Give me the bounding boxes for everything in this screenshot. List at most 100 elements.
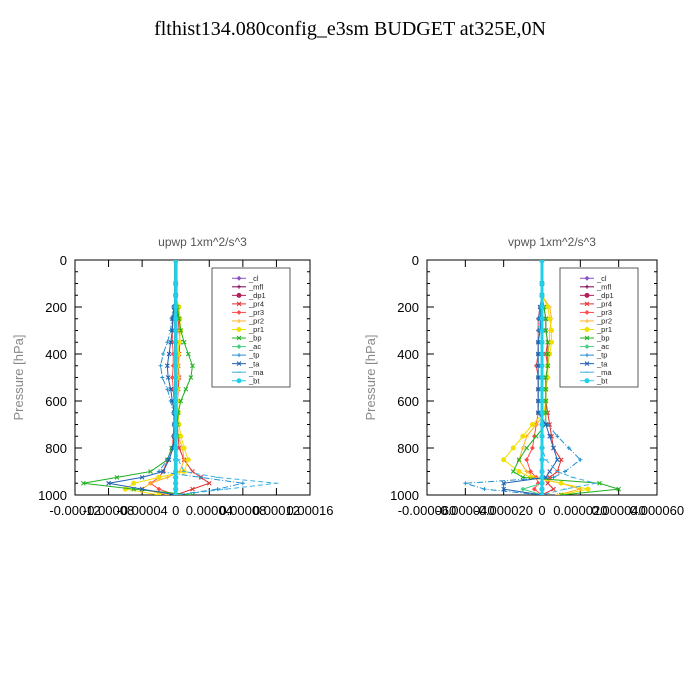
legend-marker xyxy=(584,327,590,332)
series-point-tp xyxy=(158,363,163,368)
y-axis-label: Pressure [hPa] xyxy=(363,335,378,421)
series-point-tp xyxy=(165,340,170,345)
series-point-bt xyxy=(539,351,545,357)
series-point-bp xyxy=(181,339,187,345)
chart-panel-1: upwp 1xm^2/s^3 Pressure [hPa] 0 200 400 600 80… xyxy=(11,235,334,518)
series-line-ta xyxy=(503,260,558,495)
series-point-bt xyxy=(539,480,545,486)
series-point-pr3 xyxy=(531,486,537,492)
legend-marker xyxy=(236,309,242,315)
series-point-pr2 xyxy=(524,434,529,439)
series-point-bt xyxy=(173,398,179,404)
y-tick-label: 1000 xyxy=(390,488,419,503)
series-point-pr4 xyxy=(190,486,195,492)
x-tick-label: -0.00008 xyxy=(83,503,134,518)
series-point-bp xyxy=(114,475,120,480)
series-point-ta xyxy=(106,480,111,486)
series-point-bt xyxy=(173,281,179,286)
legend-box xyxy=(211,267,291,388)
series-point-bp xyxy=(597,480,602,486)
series-point-pr1 xyxy=(549,328,555,333)
series-point-pr4 xyxy=(551,486,556,492)
series-point-bt xyxy=(539,363,545,369)
legend-marker xyxy=(236,292,242,298)
legend-label: _pr4 xyxy=(596,299,612,308)
series-point-bt xyxy=(173,492,179,495)
series-point-bp xyxy=(190,363,195,369)
legend-label: _ta xyxy=(248,359,260,368)
series-point-bt xyxy=(173,316,179,322)
x-tick-label: 0.00012 xyxy=(253,503,300,518)
y-tick-label: 200 xyxy=(45,300,67,315)
series-point-pr3 xyxy=(528,469,533,474)
series-point-ta xyxy=(535,398,541,404)
series-point-tp xyxy=(161,352,166,356)
series-point-ta xyxy=(543,422,549,427)
x-tick-label: 0.000060 xyxy=(630,503,684,518)
series-point-bp xyxy=(545,363,551,369)
legend-marker xyxy=(236,344,242,350)
series-point-pr1 xyxy=(516,469,522,474)
series-point-bp xyxy=(543,386,549,392)
series-point-bt xyxy=(173,304,179,310)
y-tick-label: 600 xyxy=(45,394,67,409)
series-point-bp xyxy=(81,480,86,486)
series-point-bt xyxy=(173,260,179,263)
legend: _cl_mfl_dp1_pr4_pr3_pr2_pr1_bp_ac_tp_ta_… xyxy=(559,267,639,388)
series-point-bp xyxy=(543,410,549,416)
series-point-ta xyxy=(554,457,560,463)
legend-label: _bt xyxy=(248,376,260,385)
series-point-bp xyxy=(524,445,530,451)
series-point-ta xyxy=(168,386,174,392)
series-point-bt xyxy=(539,410,545,416)
series-point-tp xyxy=(463,481,468,486)
chart-panel-2: vpwp 1xm^2/s^3 Pressure [hPa] 0 200 400 600 80… xyxy=(363,235,684,518)
x-tick-label: 0.00004 xyxy=(186,503,233,518)
series-point-bt xyxy=(539,474,545,480)
legend-label: _cl xyxy=(596,274,607,283)
series-point-pr2 xyxy=(555,493,560,495)
series-point-bp xyxy=(185,351,191,357)
series-point-ta xyxy=(139,486,145,492)
legend-label: _ac xyxy=(596,342,609,351)
legend-label: _pr4 xyxy=(248,299,264,308)
y-tick-label: 1000 xyxy=(38,488,67,503)
series-point-bt xyxy=(539,457,545,463)
series-point-bt xyxy=(539,281,545,286)
y-tick-label: 400 xyxy=(397,347,419,362)
series-point-bt xyxy=(173,457,179,463)
series-point-bt xyxy=(173,480,179,486)
series-line-ta xyxy=(108,260,177,495)
series-point-tp xyxy=(215,487,220,492)
series-point-pr1 xyxy=(558,480,564,486)
legend-label: _cl xyxy=(248,274,259,283)
legend-marker xyxy=(237,353,241,358)
series-line-bp xyxy=(83,260,194,495)
series-point-tp xyxy=(566,446,571,450)
legend-marker xyxy=(584,275,590,281)
legend-marker xyxy=(236,275,242,281)
x-tick-label: -0.000060 xyxy=(398,503,457,518)
series-point-pr3 xyxy=(524,457,530,463)
series-point-tp xyxy=(555,434,560,439)
legend-label: _bt xyxy=(596,376,608,385)
legend-label: _mfl xyxy=(596,282,612,291)
series-point-pr1 xyxy=(501,457,507,463)
y-axis-label: Pressure [hPa] xyxy=(11,335,26,421)
series-line-pr1 xyxy=(124,260,189,495)
series-point-bt xyxy=(539,433,545,439)
series-point-bt xyxy=(539,398,545,404)
series-point-bt xyxy=(173,486,179,492)
series-point-bt xyxy=(539,292,545,298)
series-point-ta xyxy=(543,475,549,480)
legend-marker xyxy=(585,284,589,289)
legend-marker xyxy=(584,335,590,341)
series-point-bt xyxy=(539,304,545,310)
series-point-bt xyxy=(539,328,545,333)
series-point-bp xyxy=(188,375,194,380)
y-tick-label: 0 xyxy=(60,253,67,268)
series-point-ta xyxy=(164,363,170,369)
series-point-bp xyxy=(558,492,564,495)
series-point-bt xyxy=(173,422,179,427)
